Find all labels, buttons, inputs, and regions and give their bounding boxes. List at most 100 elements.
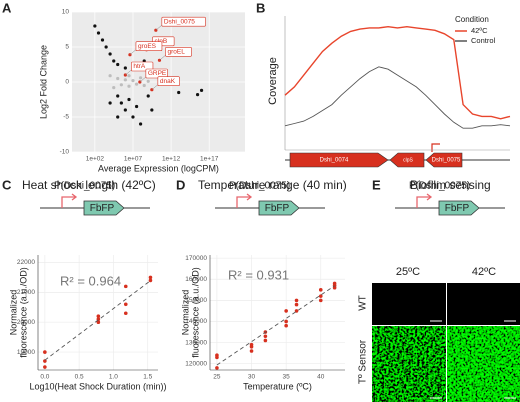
panel-letter: E xyxy=(372,177,381,192)
column-label: 42ºC xyxy=(472,266,496,278)
gene-label-box xyxy=(161,16,206,27)
data-point xyxy=(116,62,120,67)
reporter-gene xyxy=(258,200,300,216)
coverage-line xyxy=(284,66,511,129)
micrograph-grid: 25ºC 42ºC WT Tº Sensor xyxy=(358,266,520,402)
y-tick-label: 140000 xyxy=(185,318,207,325)
x-tick-label: 0.5 xyxy=(75,374,84,381)
data-point xyxy=(123,108,127,112)
x-tick-label: 1e+07 xyxy=(124,156,143,163)
x-axis-label: Log10(Heat Shock Duration (min)) xyxy=(29,381,166,391)
data-point xyxy=(127,84,131,88)
data-point xyxy=(249,349,254,353)
gene-arrow xyxy=(289,152,389,168)
gene-label-box xyxy=(135,41,163,52)
promoter-label: P(Dshi_0075) xyxy=(229,181,290,192)
legend-title: Condition xyxy=(455,15,489,24)
gene-label: dnaK xyxy=(160,78,176,85)
x-tick-label: 30 xyxy=(248,374,256,381)
y-tick-label: 21000 xyxy=(17,289,35,296)
column-label: 25ºC xyxy=(396,266,420,278)
y-tick-label: 170000 xyxy=(185,255,207,262)
data-point xyxy=(131,79,135,83)
data-point xyxy=(112,59,116,63)
gene-label: clpS xyxy=(403,157,413,163)
data-point xyxy=(116,94,120,98)
y-tick-label: 120000 xyxy=(185,360,207,367)
promoter-label: P(Dshi_0075) xyxy=(54,181,115,192)
y-tick-label: -10 xyxy=(60,149,70,156)
data-point xyxy=(131,115,135,119)
data-point xyxy=(318,294,323,298)
reporter-label: FbFP xyxy=(445,203,470,214)
y-tick-label: 0 xyxy=(65,79,69,86)
panel-letter: A xyxy=(2,0,12,15)
data-point xyxy=(96,31,101,35)
promoter-label: P(Dshi_0075) xyxy=(409,181,470,192)
y-axis-label: Normalized xyxy=(8,290,18,336)
gene-label: Dshi_0075 xyxy=(432,158,461,164)
data-point xyxy=(43,359,47,363)
data-point xyxy=(249,342,254,347)
data-point xyxy=(142,83,146,88)
data-point xyxy=(148,278,153,283)
row-label: Tº Sensor xyxy=(358,339,369,384)
plot-background xyxy=(38,255,158,370)
y-axis-label: Log2 Fold Change xyxy=(38,45,48,119)
panel-letter: B xyxy=(256,0,265,15)
r-squared: R² = 0.931 xyxy=(228,267,289,282)
gene-map: Dshi_0074 clpS Dshi_0075 xyxy=(285,143,510,168)
data-point xyxy=(93,24,97,28)
data-point xyxy=(294,309,299,313)
x-axis-label: Temperature (ºC) xyxy=(243,381,312,391)
data-point xyxy=(138,122,143,126)
gene-arrow xyxy=(425,152,463,168)
promoter-arrow xyxy=(236,193,253,208)
legend-label: 42ºC xyxy=(471,26,488,35)
reporter-label: FbFP xyxy=(265,203,290,214)
data-point xyxy=(332,281,337,286)
data-point xyxy=(43,350,47,354)
data-point xyxy=(294,302,299,307)
y-axis-label: fluorescence (a.u./OD) xyxy=(190,267,200,358)
label-leader xyxy=(151,84,159,90)
data-point xyxy=(127,97,131,102)
promoter-arrow xyxy=(431,143,440,152)
data-point xyxy=(177,90,181,95)
data-point xyxy=(123,302,128,307)
data-point xyxy=(116,115,120,119)
r-squared: R² = 0.964 xyxy=(60,273,121,288)
data-point xyxy=(150,108,154,112)
panel-title: Biofilm sensing xyxy=(410,178,491,192)
y-tick-label: 130000 xyxy=(185,339,207,346)
data-point xyxy=(318,288,323,292)
micrograph xyxy=(372,326,446,402)
data-point xyxy=(108,52,112,56)
promoter-arrow xyxy=(61,193,78,208)
panel-title: Temperature range (40 min) xyxy=(198,178,347,192)
panel-letter: D xyxy=(176,177,185,192)
data-point xyxy=(127,74,131,78)
gene-label-box xyxy=(165,46,192,57)
data-point xyxy=(112,86,116,90)
data-point xyxy=(146,94,150,98)
data-point xyxy=(43,365,47,369)
x-tick-label: 1e+12 xyxy=(162,156,181,163)
y-tick-label: 20000 xyxy=(17,319,35,326)
gene-label: groEL xyxy=(167,49,185,56)
data-point xyxy=(215,366,219,370)
data-point xyxy=(138,76,143,80)
gene-label: GRPE xyxy=(148,70,167,77)
y-tick-label: -5 xyxy=(63,114,69,121)
label-leader xyxy=(129,49,137,55)
gene-label-box xyxy=(145,68,168,79)
label-leader xyxy=(155,25,162,31)
reporter-label: FbFP xyxy=(90,203,115,214)
data-point xyxy=(195,93,200,97)
data-point xyxy=(123,66,127,70)
y-axis-label: fluorescence (a.u./OD) xyxy=(18,267,28,358)
gene-label: Dshi_0074 xyxy=(320,158,349,164)
data-point xyxy=(135,82,139,86)
reporter-gene xyxy=(438,200,480,216)
